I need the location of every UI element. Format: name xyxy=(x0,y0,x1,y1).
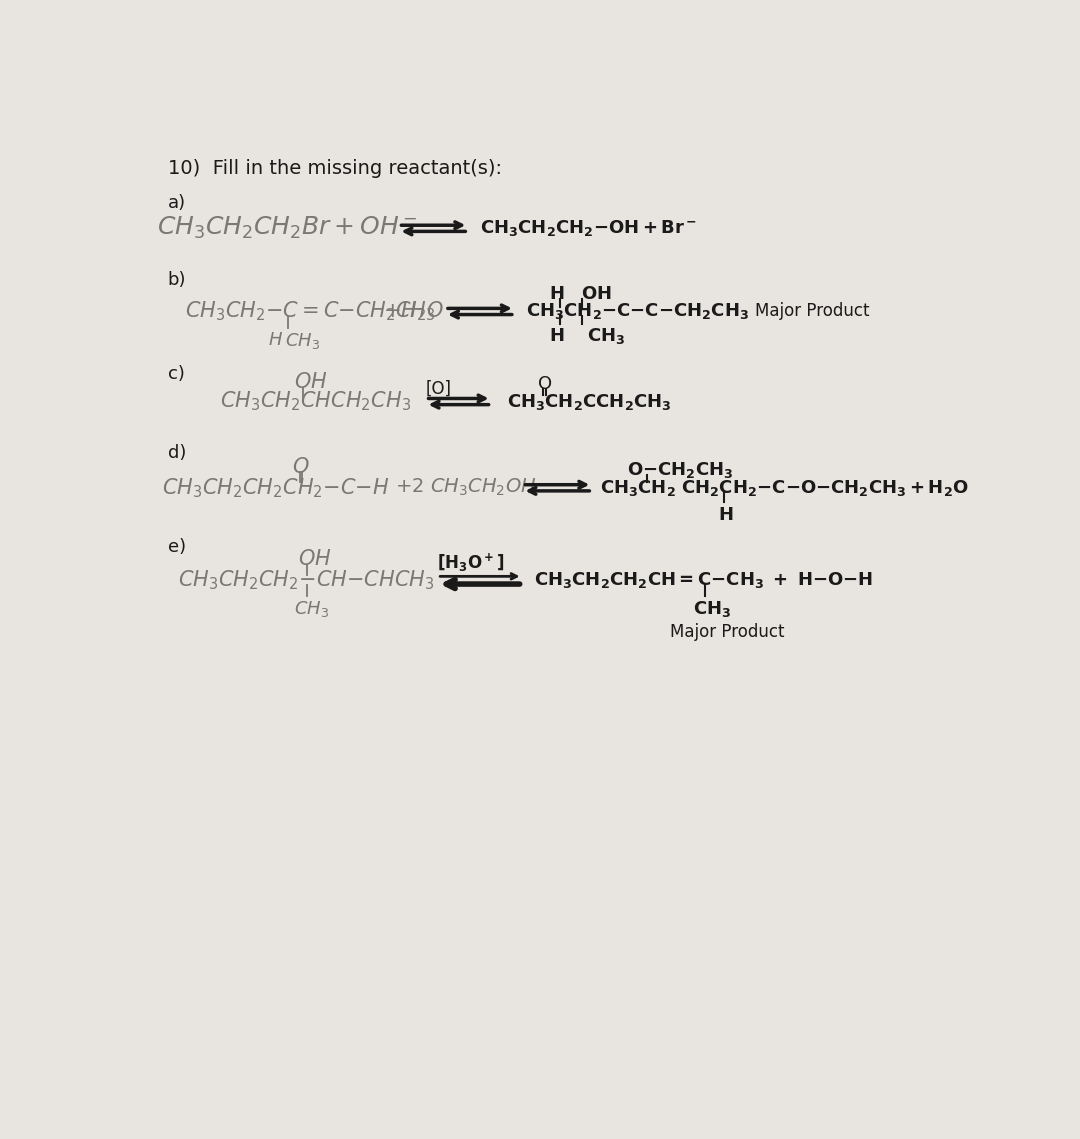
Text: $\mathit{CH_3CH_2CHCH_2CH_3}$: $\mathit{CH_3CH_2CHCH_2CH_3}$ xyxy=(220,390,411,413)
Text: $\mathit{O}$: $\mathit{O}$ xyxy=(292,457,309,477)
Text: $\mathbf{CH_3CH_2CH_2{-}OH + Br^-}$: $\mathbf{CH_3CH_2CH_2{-}OH + Br^-}$ xyxy=(480,219,697,238)
Text: $\mathbf{H \ \ \ OH}$: $\mathbf{H \ \ \ OH}$ xyxy=(549,285,612,303)
Text: $\mathit{CH_3CH_2CH_2CH_2{-}C{-}H}$: $\mathit{CH_3CH_2CH_2CH_2{-}C{-}H}$ xyxy=(162,476,390,500)
Text: $\mathbf{CH_3CH_2 {-} C {-} C{-} CH_2CH_3}$: $\mathbf{CH_3CH_2 {-} C {-} C{-} CH_2CH_… xyxy=(526,302,750,321)
Text: $\mathit{CH_3CH_2CH_2{-}CH{-}CHCH_3}$: $\mathit{CH_3CH_2CH_2{-}CH{-}CHCH_3}$ xyxy=(177,568,434,592)
Text: $\mathbf{O {-} CH_2CH_3}$: $\mathbf{O {-} CH_2CH_3}$ xyxy=(627,460,733,481)
Text: $\mathit{CH_3CH_2{-}C{=}C{-}CH_2CH_3}$: $\mathit{CH_3CH_2{-}C{=}C{-}CH_2CH_3}$ xyxy=(186,300,436,323)
Text: O: O xyxy=(538,375,552,393)
Text: $\mathbf{[H_3O^+]}$: $\mathbf{[H_3O^+]}$ xyxy=(437,551,504,574)
Text: c): c) xyxy=(167,366,185,384)
Text: a): a) xyxy=(167,194,186,212)
Text: d): d) xyxy=(167,444,186,462)
Text: $\mathbf{CH_3CH_2CCH_2CH_3}$: $\mathbf{CH_3CH_2CCH_2CH_3}$ xyxy=(507,392,672,411)
Text: 10)  Fill in the missing reactant(s):: 10) Fill in the missing reactant(s): xyxy=(167,159,501,178)
Text: Major Product: Major Product xyxy=(670,623,784,640)
Text: $\mathit{+ 2\ CH_3CH_2OH}$: $\mathit{+ 2\ CH_3CH_2OH}$ xyxy=(394,477,536,499)
Text: $\mathit{+ H_2O}$: $\mathit{+ H_2O}$ xyxy=(383,300,444,323)
Text: $\mathit{OH}$: $\mathit{OH}$ xyxy=(298,549,332,570)
Text: $\mathbf{CH_3}$: $\mathbf{CH_3}$ xyxy=(693,599,731,620)
Text: $\mathbf{H \ \ \ \ CH_3}$: $\mathbf{H \ \ \ \ CH_3}$ xyxy=(549,326,625,346)
Text: $\mathbf{CH_3CH_2\ CH_2CH_2 {-} C {-} O {-} CH_2CH_3 + H_2O}$: $\mathbf{CH_3CH_2\ CH_2CH_2 {-} C {-} O … xyxy=(600,477,969,498)
Text: $\mathit{CH_3CH_2CH_2Br + OH^-}$: $\mathit{CH_3CH_2CH_2Br + OH^-}$ xyxy=(157,215,418,241)
Text: e): e) xyxy=(167,538,186,556)
Text: $\mathit{OH}$: $\mathit{OH}$ xyxy=(294,372,327,392)
Text: $\mathbf{H}$: $\mathbf{H}$ xyxy=(718,506,733,524)
Text: b): b) xyxy=(167,271,186,288)
Text: $\mathit{H}$: $\mathit{H}$ xyxy=(268,330,283,349)
Text: [O]: [O] xyxy=(426,379,451,398)
Text: $\mathit{CH_3}$: $\mathit{CH_3}$ xyxy=(294,599,329,620)
Text: Major Product: Major Product xyxy=(755,303,869,320)
Text: $\mathbf{CH_3CH_2CH_2CH{=}C{-}CH_3 \ + \ H{-}O{-}H}$: $\mathbf{CH_3CH_2CH_2CH{=}C{-}CH_3 \ + \… xyxy=(535,571,874,590)
Text: $\mathit{CH_3}$: $\mathit{CH_3}$ xyxy=(284,330,320,351)
